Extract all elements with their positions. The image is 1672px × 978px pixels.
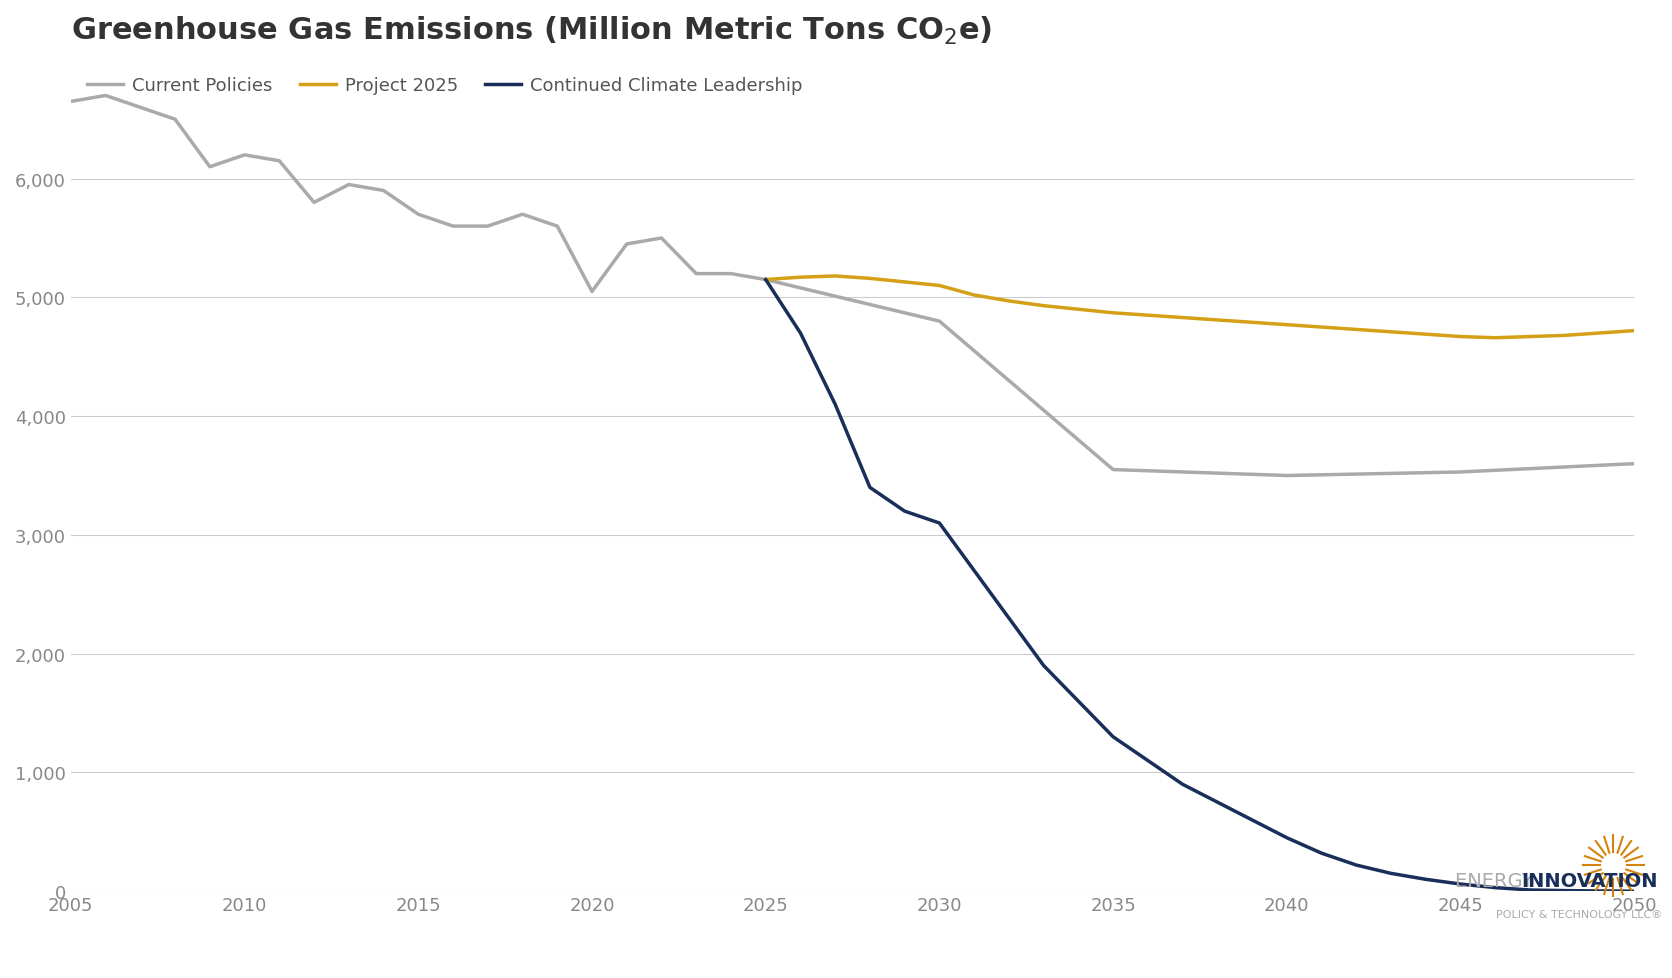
Text: INNOVATION: INNOVATION bbox=[1522, 871, 1659, 890]
Text: POLICY & TECHNOLOGY LLC®: POLICY & TECHNOLOGY LLC® bbox=[1496, 910, 1662, 919]
Text: ENERGY: ENERGY bbox=[1455, 871, 1540, 890]
Legend: Current Policies, Project 2025, Continued Climate Leadership: Current Policies, Project 2025, Continue… bbox=[80, 69, 809, 103]
Text: Greenhouse Gas Emissions (Million Metric Tons CO$_2$e): Greenhouse Gas Emissions (Million Metric… bbox=[70, 15, 991, 47]
